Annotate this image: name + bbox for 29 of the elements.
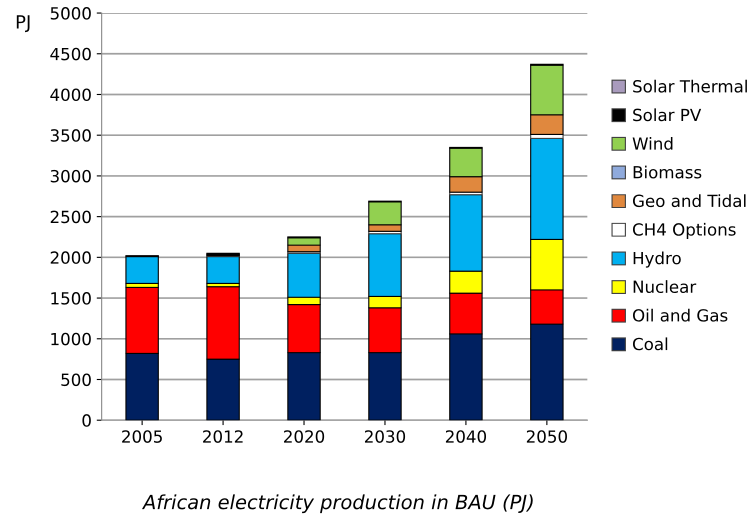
x-tick-label: 2005 [122, 430, 162, 443]
legend-label: Oil and Gas [632, 308, 728, 322]
y-tick-label: 4500 [50, 48, 91, 60]
y-tick-label: 2500 [50, 210, 91, 224]
y-tick-label: 0 [82, 414, 91, 427]
y-axis-title: PJ [16, 15, 30, 32]
y-tick-label: 4000 [50, 88, 91, 102]
y-tick-label: 2000 [50, 251, 91, 264]
legend-label: Solar PV [633, 108, 702, 122]
y-tick-label: 1500 [51, 292, 91, 305]
x-tick-label: 2020 [284, 430, 324, 443]
y-tick-label: 3500 [50, 129, 91, 142]
x-tick-label: 2050 [526, 430, 567, 443]
y-tick-label: 1000 [51, 332, 91, 346]
legend-label: Geo and Tidal [632, 194, 746, 208]
legend-label: Nuclear [634, 280, 696, 294]
x-tick-label: 2012 [203, 430, 243, 443]
legend-label: Solar Thermal [633, 80, 747, 93]
text: African electricity production in BAU (PJ) [142, 494, 533, 514]
legend-label: Hydro [634, 252, 681, 268]
y-tick-label: 500 [61, 373, 91, 386]
x-tick-label: 2030 [364, 430, 406, 443]
legend-label: Biomass [634, 166, 702, 179]
legend-label: CH4 Options [632, 222, 736, 240]
y-tick-label: 5000 [50, 7, 91, 20]
y-tick-label: 3000 [50, 170, 91, 182]
x-tick-label: 2040 [446, 430, 486, 443]
legend-label: Coal [632, 337, 668, 350]
legend-label: Wind [632, 136, 672, 150]
